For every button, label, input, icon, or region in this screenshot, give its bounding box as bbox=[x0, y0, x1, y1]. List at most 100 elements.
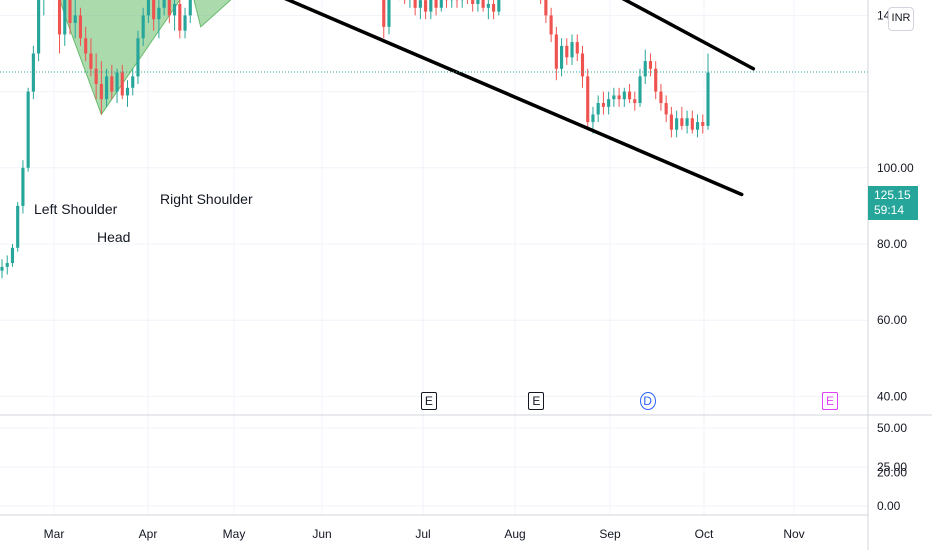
candle bbox=[627, 83, 632, 104]
earnings-upcoming-event-marker[interactable]: E bbox=[822, 392, 838, 410]
candle bbox=[675, 110, 679, 138]
candle-body bbox=[10, 247, 15, 264]
candle bbox=[444, 0, 449, 8]
candle-body bbox=[497, 0, 501, 12]
candle bbox=[669, 106, 673, 138]
candle bbox=[648, 53, 653, 77]
candle-body bbox=[434, 0, 438, 8]
current-price-label: 125.15 59:14 bbox=[868, 186, 918, 220]
candle bbox=[701, 114, 705, 134]
candle bbox=[387, 0, 391, 35]
candle-body bbox=[94, 68, 98, 84]
candle-body bbox=[183, 15, 187, 31]
candle bbox=[607, 91, 611, 115]
candle-body bbox=[89, 53, 93, 69]
candle bbox=[418, 0, 422, 20]
annotation-head: Head bbox=[97, 229, 130, 245]
candle-body bbox=[68, 0, 72, 24]
candle-body bbox=[701, 122, 705, 126]
candle-body bbox=[680, 118, 684, 126]
candle bbox=[654, 61, 658, 100]
candle-body bbox=[695, 122, 700, 130]
candle bbox=[0, 259, 4, 279]
candle bbox=[26, 87, 30, 172]
candle bbox=[664, 95, 668, 123]
candle bbox=[486, 0, 490, 20]
candle-body bbox=[633, 99, 637, 104]
candle-body bbox=[37, 0, 41, 54]
candle-body bbox=[57, 0, 62, 35]
candle-body bbox=[643, 61, 647, 77]
candle-body bbox=[664, 103, 668, 115]
candle-body bbox=[492, 3, 496, 12]
candle-body bbox=[136, 38, 140, 77]
candle bbox=[413, 0, 417, 16]
earnings-event-marker[interactable]: E bbox=[528, 392, 545, 410]
candle-body bbox=[413, 0, 417, 8]
candle bbox=[492, 0, 496, 20]
candle bbox=[173, 0, 177, 31]
candle-body bbox=[481, 0, 485, 8]
upper-channel-line[interactable] bbox=[250, 0, 756, 71]
candle bbox=[586, 68, 590, 130]
candle-body bbox=[31, 53, 35, 92]
dividend-event-marker[interactable]: D bbox=[639, 392, 656, 410]
time-tick-label: Aug bbox=[504, 527, 525, 541]
candle-body bbox=[0, 266, 4, 271]
candle bbox=[409, 0, 411, 8]
candle bbox=[544, 0, 548, 24]
candle-body bbox=[596, 103, 600, 115]
candle bbox=[612, 87, 616, 107]
candle bbox=[31, 45, 35, 100]
candle bbox=[575, 34, 579, 62]
candle-body bbox=[110, 76, 114, 92]
price-tick-label: 60.00 bbox=[877, 313, 907, 327]
candle bbox=[115, 68, 119, 104]
candle bbox=[152, 0, 156, 31]
candle bbox=[596, 95, 600, 123]
candle-body bbox=[382, 0, 386, 27]
candle-body bbox=[418, 0, 422, 8]
candle bbox=[554, 26, 558, 81]
candle-body bbox=[580, 53, 585, 77]
candle bbox=[89, 38, 93, 77]
candle-body bbox=[105, 76, 109, 100]
candle-body bbox=[648, 61, 653, 69]
candle bbox=[125, 80, 130, 107]
head-and-shoulders-pattern bbox=[59, 0, 232, 116]
candle-body bbox=[429, 0, 433, 12]
candle bbox=[157, 0, 161, 39]
candle bbox=[695, 114, 700, 138]
candle bbox=[21, 160, 25, 214]
candle-body bbox=[565, 45, 569, 58]
candle-body bbox=[591, 114, 595, 123]
candle-body bbox=[188, 0, 192, 16]
currency-badge[interactable]: INR bbox=[888, 7, 914, 31]
time-tick-label: Oct bbox=[695, 527, 714, 541]
candle-body bbox=[638, 76, 642, 104]
candle-body bbox=[476, 0, 480, 4]
candle-body bbox=[439, 0, 443, 8]
lower-channel-line[interactable] bbox=[245, 0, 744, 197]
earnings-event-marker[interactable]: E bbox=[420, 392, 437, 410]
candle-body bbox=[654, 68, 658, 92]
candle-body bbox=[178, 3, 182, 31]
candle bbox=[633, 91, 637, 111]
price-tick-label: 80.00 bbox=[877, 237, 907, 251]
candle bbox=[680, 106, 684, 130]
candle-body bbox=[162, 0, 166, 8]
candle bbox=[5, 255, 9, 275]
candle bbox=[178, 0, 182, 39]
candle-body bbox=[173, 3, 177, 16]
candle-body bbox=[471, 0, 475, 4]
candle bbox=[450, 0, 454, 8]
candle bbox=[706, 53, 710, 130]
time-tick-label: Sep bbox=[599, 527, 621, 541]
candle-body bbox=[575, 42, 579, 54]
candle-body bbox=[554, 34, 558, 69]
candle-body bbox=[84, 38, 88, 54]
candle-body bbox=[141, 15, 145, 39]
candle-body bbox=[16, 205, 20, 248]
candle bbox=[601, 91, 605, 115]
